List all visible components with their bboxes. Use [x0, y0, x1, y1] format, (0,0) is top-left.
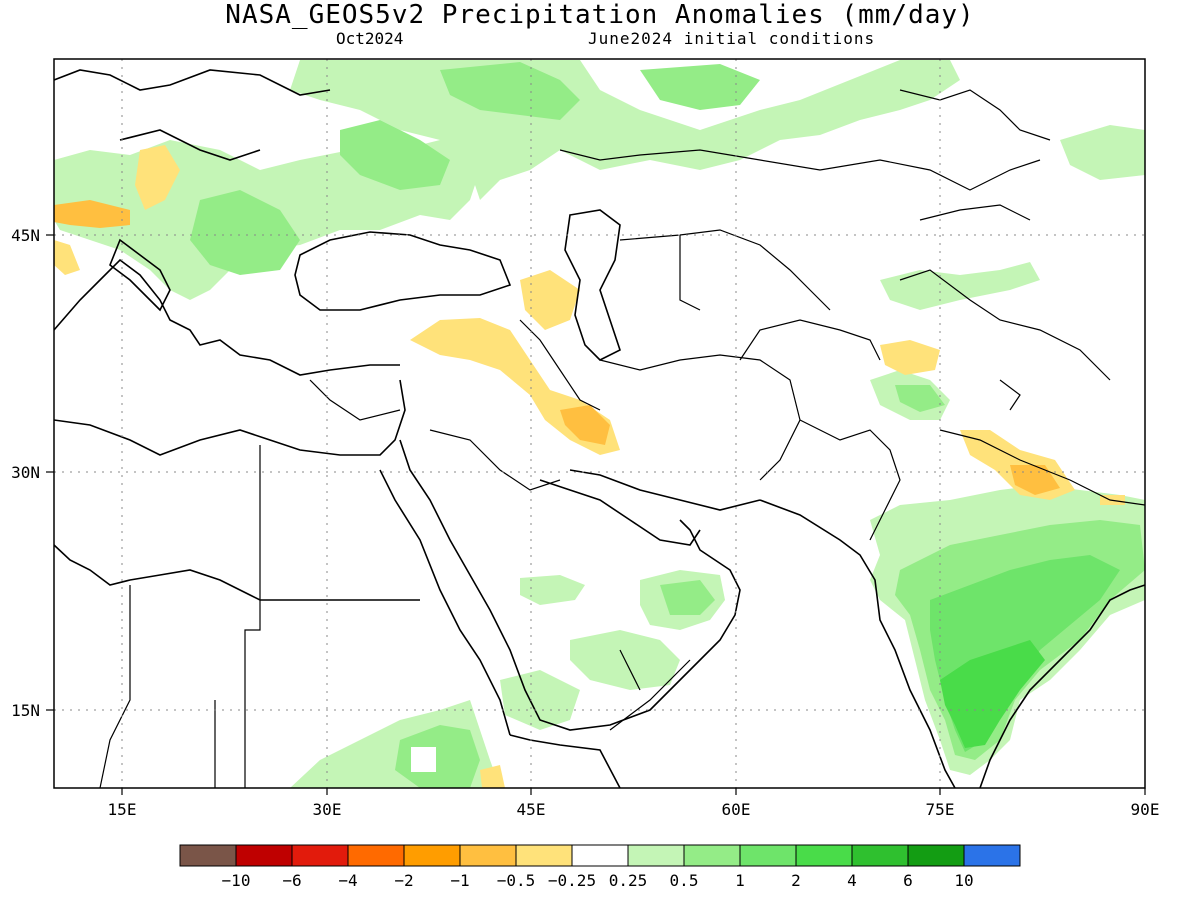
wet-anomaly-europe — [54, 60, 1145, 310]
coastlines — [54, 69, 1145, 788]
lon-label-30e: 30E — [313, 800, 342, 819]
colorbar-swatch — [179, 844, 237, 867]
colorbar-swatch — [347, 844, 405, 867]
forecast-month: Oct2024 — [336, 29, 404, 48]
colorbar-label: −1 — [450, 871, 469, 890]
lat-label-15n: 15N — [11, 701, 40, 720]
colorbar-labels: −10 −6 −4 −2 −1 −0.5 −0.25 0.25 0.5 1 2 4 6 10 — [222, 871, 974, 890]
lon-label-60e: 60E — [722, 800, 751, 819]
wet-anomaly-arabia-africa — [290, 570, 725, 788]
colorbar-swatch — [627, 844, 685, 867]
lon-label-45e: 45E — [517, 800, 546, 819]
colorbar-swatch — [235, 844, 293, 867]
colorbar-swatch — [683, 844, 741, 867]
colorbar-swatch — [403, 844, 461, 867]
missing-data-cell — [411, 747, 436, 772]
country-borders — [99, 89, 1145, 788]
colorbar-label: −2 — [394, 871, 413, 890]
colorbar-label: −4 — [338, 871, 357, 890]
colorbar-label: 1 — [735, 871, 745, 890]
initial-conditions: June2024 initial conditions — [588, 29, 876, 48]
colorbar-swatch — [459, 844, 517, 867]
colorbar-label: −6 — [282, 871, 301, 890]
lon-label-90e: 90E — [1131, 800, 1160, 819]
colorbar — [179, 844, 1021, 867]
colorbar-swatch — [739, 844, 797, 867]
lon-label-15e: 15E — [108, 800, 137, 819]
lat-label-30n: 30N — [11, 463, 40, 482]
colorbar-swatch — [515, 844, 573, 867]
colorbar-label: 4 — [847, 871, 857, 890]
colorbar-label: −0.5 — [497, 871, 536, 890]
axis-ticks — [46, 234, 1146, 795]
map-title: NASA_GEOS5v2 Precipitation Anomalies (mm… — [225, 0, 975, 30]
colorbar-label: 0.25 — [609, 871, 648, 890]
lon-label-75e: 75E — [926, 800, 955, 819]
colorbar-label: 0.5 — [670, 871, 699, 890]
colorbar-swatch — [571, 844, 629, 867]
wet-anomaly-india — [870, 370, 1145, 775]
colorbar-swatch — [795, 844, 853, 867]
colorbar-label: 2 — [791, 871, 801, 890]
graticule — [54, 59, 1145, 788]
colorbar-label: −10 — [222, 871, 251, 890]
colorbar-swatch — [851, 844, 909, 867]
colorbar-label: −0.25 — [548, 871, 596, 890]
colorbar-swatch — [963, 844, 1021, 867]
plot-frame — [53, 58, 1146, 789]
colorbar-swatch — [291, 844, 349, 867]
anomaly-fields — [54, 59, 1145, 788]
colorbar-swatch — [907, 844, 965, 867]
lat-label-45n: 45N — [11, 226, 40, 245]
colorbar-label: 10 — [954, 871, 973, 890]
colorbar-label: 6 — [903, 871, 913, 890]
